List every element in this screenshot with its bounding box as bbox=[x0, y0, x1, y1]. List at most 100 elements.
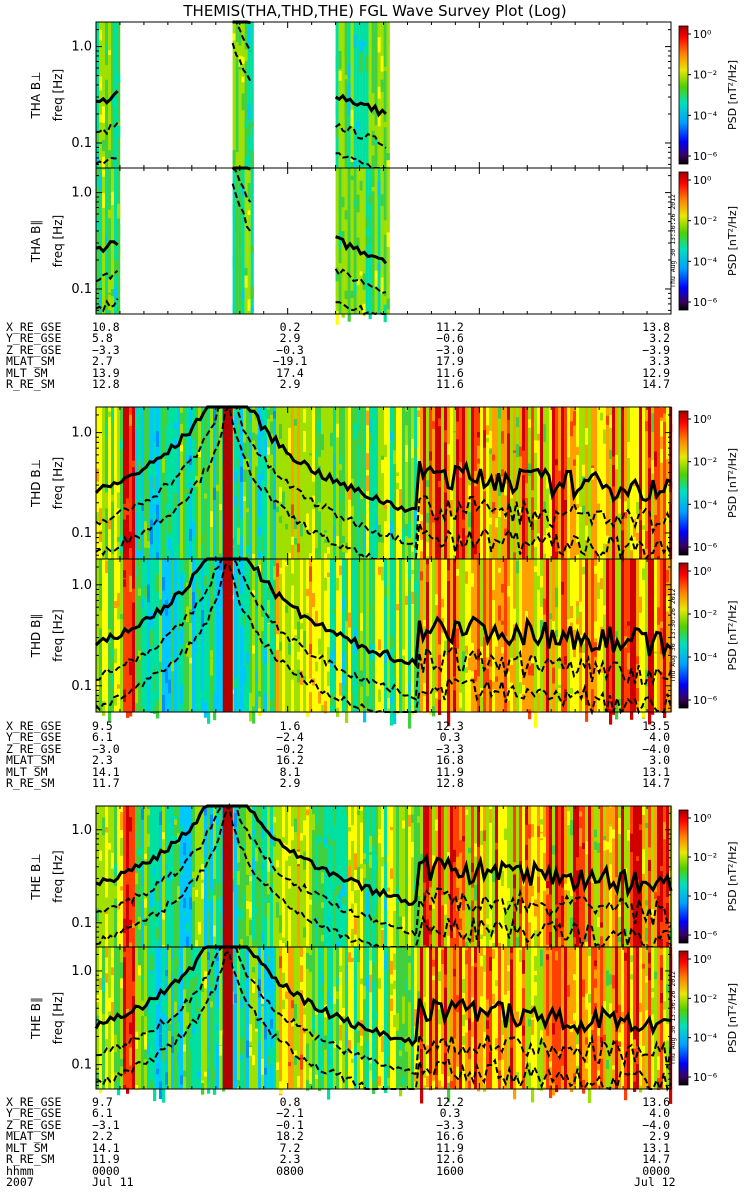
y-tick-label: 1.0 bbox=[71, 186, 92, 201]
panel-label: THE B∥ bbox=[29, 997, 43, 1040]
tha-ephem-col-1: 0.2 2.9 −0.3 −19.1 17.4 2.9 bbox=[272, 320, 308, 392]
the-ephem-col-1: 0.8 −2.1 −0.1 18.2 7.2 2.3 bbox=[276, 1095, 304, 1167]
colorbar-tick-label: 10⁻⁴ bbox=[693, 651, 718, 664]
y-tick-label: 1.0 bbox=[71, 578, 92, 593]
colorbar-tick-label: 10⁻⁶ bbox=[693, 150, 718, 163]
colorbar: 10⁰ 10⁻² 10⁻⁴ 10⁻⁶ PSD [nT²/Hz] bbox=[678, 809, 739, 944]
colorbar-tick-label: 10⁻⁶ bbox=[693, 929, 718, 942]
thd-ephem-col-3: 13.5 4.0 −4.0 3.0 13.1 14.7 bbox=[642, 719, 670, 791]
y-tick-label: 1.0 bbox=[71, 964, 92, 979]
time-tick-0: 0000 Jul 11 bbox=[92, 1164, 134, 1190]
spectrogram-image bbox=[96, 22, 390, 184]
colorbar-tick-label: 10⁰ bbox=[693, 565, 712, 578]
spectrogram-image bbox=[96, 947, 673, 1104]
time-tick-3: 0000 Jul 12 bbox=[634, 1164, 676, 1190]
colorbar: 10⁰ 10⁻² 10⁻⁴ 10⁻⁶ PSD [nT²/Hz] bbox=[678, 410, 739, 556]
y-tick-label: 1.0 bbox=[71, 426, 92, 441]
panel-the-bpar: 1.0 0.1 THE B∥ freq [Hz] 10⁰ 10⁻² 10⁻⁴ 10⁻⁶ PSD … bbox=[29, 945, 739, 1104]
panel-thd-bpar: 1.0 0.1 THD B∥ freq [Hz] 10⁰ 10⁻² 10⁻⁴ 10⁻⁶ PSD … bbox=[29, 557, 739, 729]
colorbar-tick-label: 10⁻⁶ bbox=[693, 296, 718, 309]
perigee-band bbox=[222, 947, 233, 1089]
timestamp: Thu Aug 30 13:30:26 2012 bbox=[669, 588, 677, 682]
colorbar-tick-label: 10⁻² bbox=[693, 69, 717, 82]
panel-label: THA B∥ bbox=[29, 220, 43, 264]
tha-ephem-row-labels: X_RE_GSE Y_RE_GSE Z_RE_GSE MLAT_SM MLT_S… bbox=[6, 320, 62, 392]
thd-ephem-col-1: 1.6 −2.4 −0.2 16.2 8.1 2.9 bbox=[276, 719, 304, 791]
y-tick-label: 1.0 bbox=[71, 823, 92, 838]
colorbar-tick-label: 10⁻⁶ bbox=[693, 541, 718, 554]
colorbar-tick-label: 10⁻² bbox=[693, 456, 717, 469]
colorbar-tick-label: 10⁰ bbox=[693, 28, 712, 41]
y-axis-label: freq [Hz] bbox=[51, 609, 65, 661]
thd-ephem-row-labels: X_RE_GSE Y_RE_GSE Z_RE_GSE MLAT_SM MLT_S… bbox=[6, 719, 62, 791]
perigee-band bbox=[222, 407, 233, 559]
colorbar-tick-label: 10⁻⁴ bbox=[693, 1032, 718, 1045]
colorbar-tick-label: 10⁻² bbox=[693, 851, 717, 864]
y-axis-label: freq [Hz] bbox=[51, 850, 65, 902]
timestamp: Thu Aug 30 13:30:26 2012 bbox=[669, 194, 677, 288]
colorbar-tick-label: 10⁻⁶ bbox=[693, 1071, 718, 1084]
colorbar-tick-label: 10⁻⁴ bbox=[693, 109, 718, 122]
time-row-labels: hhmm 2007 bbox=[6, 1164, 34, 1190]
spectrogram-image bbox=[96, 168, 390, 325]
y-tick-label: 0.1 bbox=[71, 526, 92, 541]
tha-ephem-col-3: 13.8 3.2 −3.9 3.3 12.9 14.7 bbox=[642, 320, 670, 392]
panel-label: THE B⊥ bbox=[29, 853, 43, 900]
colorbar: 10⁰ 10⁻² 10⁻⁴ 10⁻⁶ PSD [nT²/Hz] bbox=[678, 25, 739, 165]
colorbar-tick-label: 10⁻² bbox=[693, 215, 717, 228]
panel-tha-bperp: 1.0 0.1 THA B⊥ freq [Hz] 10⁰ 10⁻² 10⁻⁴ 10⁻⁶ PSD … bbox=[29, 20, 739, 184]
y-tick-label: 0.1 bbox=[71, 1058, 92, 1073]
y-axis-label: freq [Hz] bbox=[51, 992, 65, 1044]
the-ephem-col-2: 12.2 0.3 −3.3 16.6 11.9 12.6 bbox=[436, 1095, 464, 1167]
panel-label: THA B⊥ bbox=[29, 71, 43, 119]
tha-ephem-col-2: 11.2 −0.6 −3.0 17.9 11.6 11.6 bbox=[436, 320, 464, 392]
colorbar-label: PSD [nT²/Hz] bbox=[726, 448, 739, 518]
perigee-band bbox=[222, 559, 233, 712]
thd-ephem-col-0: 9.5 6.1 −3.0 2.3 14.1 11.7 bbox=[92, 719, 120, 791]
colorbar-tick-label: 10⁰ bbox=[693, 174, 712, 187]
panel-label: THD B⊥ bbox=[29, 459, 43, 508]
the-ephem-col-0: 9.7 6.1 −3.1 2.2 14.1 11.9 bbox=[92, 1095, 120, 1167]
perigee-band bbox=[222, 806, 233, 947]
colorbar-tick-label: 10⁻⁶ bbox=[693, 694, 718, 707]
colorbar-tick-label: 10⁻⁴ bbox=[693, 890, 718, 903]
panel-tha-bpar: 1.0 0.1 THA B∥ freq [Hz] 10⁰ 10⁻² 10⁻⁴ 10⁻⁶ PSD … bbox=[29, 166, 739, 325]
spectrogram-image bbox=[96, 559, 673, 729]
colorbar-label: PSD [nT²/Hz] bbox=[726, 600, 739, 670]
y-tick-label: 0.1 bbox=[71, 916, 92, 931]
time-tick-2: 1600 bbox=[436, 1164, 464, 1178]
plot-title: THEMIS(THA,THD,THE) FGL Wave Survey Plot… bbox=[183, 2, 567, 20]
timestamp: Thu Aug 30 13:30:26 2012 bbox=[669, 971, 677, 1065]
y-axis-label: freq [Hz] bbox=[51, 457, 65, 509]
the-ephem-col-3: 13.6 4.0 −4.0 2.9 13.1 14.7 bbox=[642, 1095, 670, 1167]
colorbar-tick-label: 10⁻² bbox=[693, 992, 717, 1005]
colorbar-label: PSD [nT²/Hz] bbox=[726, 60, 739, 130]
colorbar-tick-label: 10⁻⁴ bbox=[693, 255, 718, 268]
colorbar: 10⁰ 10⁻² 10⁻⁴ 10⁻⁶ PSD [nT²/Hz] bbox=[678, 950, 739, 1086]
the-ephem-row-labels: X_RE_GSE Y_RE_GSE Z_RE_GSE MLAT_SM MLT_S… bbox=[6, 1095, 62, 1167]
panel-thd-bperp: 1.0 0.1 THD B⊥ freq [Hz] 10⁰ 10⁻² 10⁻⁴ 10⁻⁶ PSD … bbox=[29, 404, 739, 574]
colorbar-label: PSD [nT²/Hz] bbox=[726, 841, 739, 911]
colorbar-label: PSD [nT²/Hz] bbox=[726, 206, 739, 276]
y-tick-label: 0.1 bbox=[71, 136, 92, 151]
tha-ephem-col-0: 10.8 5.8 −3.3 2.7 13.9 12.8 bbox=[92, 320, 120, 392]
colorbar-tick-label: 10⁰ bbox=[693, 812, 712, 825]
colorbar-label: PSD [nT²/Hz] bbox=[726, 983, 739, 1053]
y-tick-label: 1.0 bbox=[71, 40, 92, 55]
y-axis-label: freq [Hz] bbox=[51, 69, 65, 121]
gyrofrequency-lines bbox=[94, 557, 673, 716]
panel-label: THD B∥ bbox=[29, 614, 43, 659]
colorbar: 10⁰ 10⁻² 10⁻⁴ 10⁻⁶ PSD [nT²/Hz] bbox=[678, 562, 739, 709]
colorbar-tick-label: 10⁰ bbox=[693, 953, 712, 966]
colorbar-tick-label: 10⁰ bbox=[693, 413, 712, 426]
colorbar: 10⁰ 10⁻² 10⁻⁴ 10⁻⁶ PSD [nT²/Hz] bbox=[678, 171, 739, 311]
colorbar-tick-label: 10⁻⁴ bbox=[693, 498, 718, 511]
panel-the-bperp: 1.0 0.1 THE B⊥ freq [Hz] 10⁰ 10⁻² 10⁻⁴ 10⁻⁶ PSD … bbox=[29, 802, 739, 964]
y-tick-label: 0.1 bbox=[71, 679, 92, 694]
time-tick-1: 0800 bbox=[276, 1164, 304, 1178]
y-tick-label: 0.1 bbox=[71, 282, 92, 297]
colorbar-tick-label: 10⁻² bbox=[693, 608, 717, 621]
thd-ephem-col-2: 12.3 0.3 −3.3 16.8 11.9 12.8 bbox=[436, 719, 464, 791]
y-axis-label: freq [Hz] bbox=[51, 215, 65, 267]
